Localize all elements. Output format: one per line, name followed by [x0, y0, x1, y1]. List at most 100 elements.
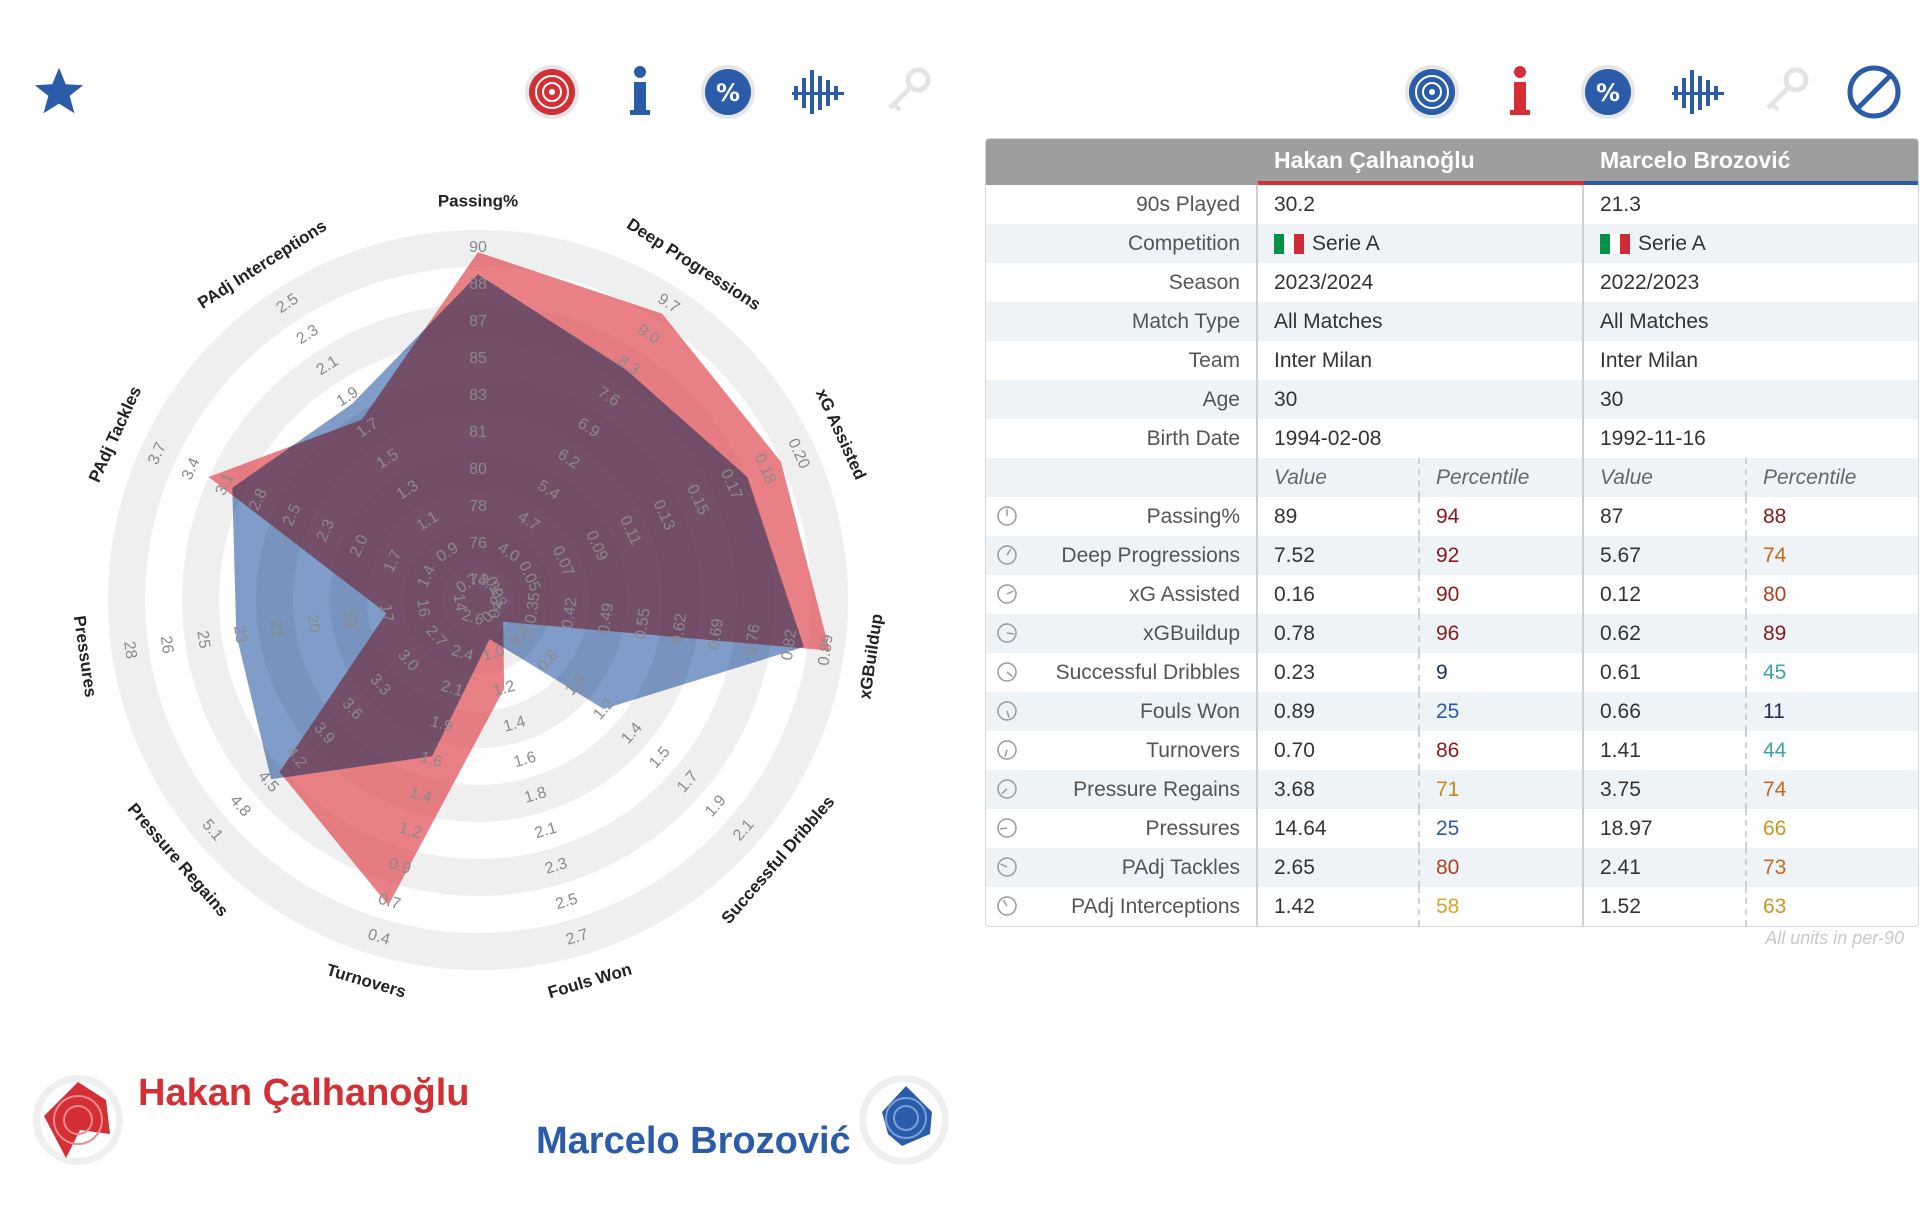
svg-text:%: % [716, 79, 740, 107]
tick-label: 14 [450, 593, 469, 613]
tick-label: 2.1 [533, 820, 559, 843]
table-row: 90s Played 30.2 21.3 [986, 185, 1918, 224]
info-icon[interactable] [610, 62, 670, 122]
tick-label: 2.4 [449, 642, 475, 665]
player-b-value: Inter Milan [1600, 348, 1699, 372]
player-b-legend: Marcelo Brozović [536, 1120, 851, 1162]
tick-label: 0.42 [559, 596, 580, 629]
tick-label: 76 [469, 535, 487, 552]
tick-label: 23 [230, 624, 249, 644]
prohibited-icon[interactable] [1844, 62, 1904, 122]
stat-gauge-icon [997, 896, 1017, 916]
player-b-value: 87 [1584, 497, 1747, 536]
tick-label: 2.6 [460, 607, 486, 630]
player-a-legend: Hakan Çalhanoğlu [138, 1072, 470, 1114]
bars-icon[interactable] [1668, 62, 1728, 122]
player-a-percentile: 25 [1436, 816, 1460, 840]
percent-icon[interactable]: % [1578, 62, 1638, 122]
tick-label: 0.4 [366, 926, 392, 949]
tick-label: 0.76 [742, 623, 763, 656]
player-a-badge-icon [30, 1072, 126, 1168]
tick-label: 1.6 [512, 749, 538, 772]
row-label: PAdj Tackles [986, 848, 1258, 887]
player-a-percentile: 80 [1436, 855, 1460, 879]
player-b-value: Serie A [1584, 224, 1918, 263]
tick-label: 0.35 [522, 591, 543, 624]
info-icon[interactable] [1490, 62, 1550, 122]
player-a-percentile: 71 [1436, 777, 1460, 801]
player-b-value: 1.41 [1584, 731, 1747, 770]
key-icon[interactable] [878, 62, 938, 122]
tick-label: 16 [413, 598, 432, 618]
player-b-value: All Matches [1600, 309, 1709, 333]
player-b-percentile: 80 [1763, 582, 1787, 606]
tick-label: 81 [469, 424, 487, 441]
row-label: Deep Progressions [986, 536, 1258, 575]
table-row: Competition Serie A Serie A [986, 224, 1918, 263]
row-label: Fouls Won [986, 692, 1258, 731]
player-b-value: 30 [1600, 387, 1624, 411]
row-label: Team [986, 341, 1258, 380]
tick-label: 1.2 [491, 678, 517, 701]
tick-label: 1.8 [522, 784, 548, 807]
table-row: Team Inter Milan Inter Milan [986, 341, 1918, 380]
player-b-value: 2.41 [1584, 848, 1747, 887]
player-a-value: 1.42 [1258, 887, 1420, 926]
stat-gauge-icon [997, 779, 1017, 799]
row-label: Age [986, 380, 1258, 419]
series-polygon-player-b [232, 274, 804, 780]
tick-label: 80 [469, 461, 487, 478]
player-a-value: 0.16 [1258, 575, 1420, 614]
player-a-value: 1994-02-08 [1258, 419, 1584, 458]
tick-label: 0.55 [632, 607, 653, 640]
table-row: Pressures 14.64 25 18.97 66 [986, 809, 1918, 848]
tick-label: 0.82 [779, 628, 800, 661]
tick-label: 0.49 [596, 602, 617, 635]
value-header: Value [1258, 458, 1420, 497]
tick-label: 22 [267, 619, 286, 639]
tick-label: 20 [303, 614, 322, 634]
player-b-value: 1.52 [1584, 887, 1747, 926]
player-b-value: 21.3 [1600, 192, 1641, 216]
stat-gauge-icon [997, 818, 1017, 838]
player-a-value: 30 [1258, 380, 1584, 419]
percent-icon[interactable]: % [698, 62, 758, 122]
stat-gauge-icon [997, 506, 1017, 526]
bars-icon[interactable] [788, 62, 848, 122]
player-a-value: 2023/2024 [1258, 263, 1584, 302]
key-icon[interactable] [1756, 62, 1816, 122]
tick-label: 0.9 [387, 855, 413, 878]
tick-label: 2.7 [564, 926, 590, 949]
stat-gauge-icon [997, 584, 1017, 604]
tick-label: 19 [340, 608, 359, 628]
table-row: Fouls Won 0.89 25 0.66 11 [986, 692, 1918, 731]
percentile-header: Percentile [1763, 465, 1857, 489]
radar-target-icon[interactable] [522, 62, 582, 122]
radar-chart: 74767880818385878890Passing%3.34.04.75.4… [70, 191, 887, 1002]
player-a-value: 2.65 [1258, 848, 1420, 887]
player-a-value: 0.23 [1258, 653, 1420, 692]
player-b-value: 0.66 [1584, 692, 1747, 731]
tick-label: 2.3 [543, 855, 569, 878]
tick-label: 2.1 [439, 678, 465, 701]
table-row: xGBuildup 0.78 96 0.62 89 [986, 614, 1918, 653]
player-b-percentile: 11 [1763, 699, 1785, 723]
row-label: Birth Date [986, 419, 1258, 458]
player-a-header: Hakan Çalhanoğlu [1258, 139, 1584, 185]
player-a-percentile: 9 [1436, 660, 1448, 684]
tick-label: 78 [469, 498, 487, 515]
units-footnote: All units in per-90 [1765, 928, 1904, 948]
row-label: Season [986, 263, 1258, 302]
stat-gauge-icon [997, 623, 1017, 643]
star-icon[interactable] [30, 62, 88, 120]
player-a-value: Serie A [1258, 224, 1584, 263]
player-a-percentile: 25 [1436, 699, 1460, 723]
player-b-value: 0.12 [1584, 575, 1747, 614]
player-b-percentile: 89 [1763, 621, 1787, 645]
player-a-value: 30.2 [1258, 185, 1584, 224]
stat-gauge-icon [997, 740, 1017, 760]
tick-label: 0.89 [815, 633, 836, 666]
radar-target-icon[interactable] [1402, 62, 1462, 122]
tick-label: 25 [193, 630, 212, 650]
table-row: xG Assisted 0.16 90 0.12 80 [986, 575, 1918, 614]
